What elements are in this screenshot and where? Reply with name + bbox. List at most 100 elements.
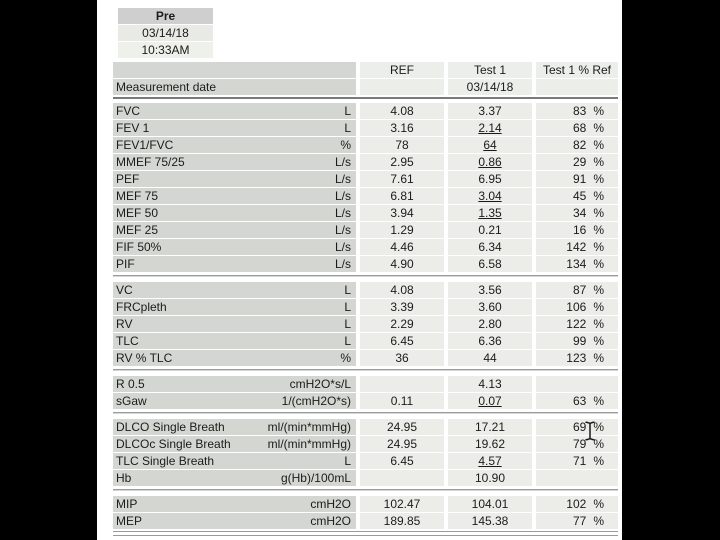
parameter-cell: MEF 50 L/s	[113, 205, 356, 221]
pct-ref-value: 142	[566, 240, 587, 254]
pct-ref-value: 77	[572, 514, 587, 528]
test1-value: 19.62	[448, 436, 532, 452]
ref-value: 3.94	[360, 205, 444, 221]
parameter-cell: FIF 50% L/s	[113, 239, 356, 255]
pct-ref-value: 16	[572, 223, 587, 237]
parameter-label: MEF 75	[116, 189, 159, 203]
ref-value: 2.29	[360, 316, 444, 332]
text-cursor-icon	[584, 421, 596, 441]
separator-line	[113, 275, 618, 277]
ref-value: 3.16	[360, 120, 444, 136]
parameter-cell: PEF L/s	[113, 171, 356, 187]
ref-value: 36	[360, 350, 444, 366]
parameter-label: MEF 50	[116, 206, 159, 220]
pct-ref-cell: 122 %	[536, 316, 618, 332]
parameter-cell: Hb g(Hb)/100mL	[113, 470, 356, 486]
pct-ref-value: 34	[572, 206, 587, 220]
percent-sign: %	[593, 351, 604, 365]
pct-ref-cell: 91 %	[536, 171, 618, 187]
parameter-cell: FEV 1 L	[113, 120, 356, 136]
resistance-block: R 0.5 cmH2O*s/L 4.13 sGaw 1/(cmH2O*s) 0.…	[113, 376, 618, 409]
percent-sign: %	[593, 206, 604, 220]
parameter-label: TLC	[116, 334, 139, 348]
parameter-label: MEP	[116, 514, 143, 528]
parameter-unit: L	[344, 104, 351, 118]
parameter-cell: RV % TLC %	[113, 350, 356, 366]
percent-sign: %	[593, 437, 604, 451]
separator-line	[113, 489, 618, 491]
test1-value: 6.34	[448, 239, 532, 255]
parameter-cell: FVC L	[113, 103, 356, 119]
parameter-unit: L/s	[334, 240, 351, 254]
parameter-label: R 0.5	[116, 377, 145, 391]
table-row: DLCOc Single Breath ml/(min*mmHg) 24.95 …	[113, 436, 618, 452]
parameter-label: FIF 50%	[116, 240, 162, 254]
table-row: FVC L 4.08 3.37 83 %	[113, 103, 618, 119]
table-row: MEP cmH2O 189.85 145.38 77 %	[113, 513, 618, 529]
table-row: Hb g(Hb)/100mL 10.90	[113, 470, 618, 486]
parameter-cell: DLCOc Single Breath ml/(min*mmHg)	[113, 436, 356, 452]
pct-ref-value: 122	[566, 317, 587, 331]
parameter-cell: MEF 75 L/s	[113, 188, 356, 204]
pre-panel-time: 10:33AM	[118, 42, 213, 58]
table-row: PIF L/s 4.90 6.58 134 %	[113, 256, 618, 272]
parameter-unit: 1/(cmH2O*s)	[281, 394, 351, 408]
pct-ref-cell: 68 %	[536, 120, 618, 136]
percent-sign: %	[593, 104, 604, 118]
table-row: MEF 50 L/s 3.94 1.35 34 %	[113, 205, 618, 221]
header-label-cell	[113, 62, 356, 78]
pct-ref-cell: 71 %	[536, 453, 618, 469]
pct-ref-value: 83	[572, 104, 587, 118]
test1-value: 3.56	[448, 282, 532, 298]
pct-ref-cell: 29 %	[536, 154, 618, 170]
ref-value: 24.95	[360, 419, 444, 435]
test1-value: 104.01	[448, 496, 532, 512]
ref-value: 6.45	[360, 333, 444, 349]
ref-value: 7.61	[360, 171, 444, 187]
pct-ref-cell: 82 %	[536, 137, 618, 153]
ref-value: 4.08	[360, 282, 444, 298]
percent-sign: %	[593, 257, 604, 271]
percent-sign: %	[593, 334, 604, 348]
percent-sign: %	[593, 283, 604, 297]
table-row: MEF 25 L/s 1.29 0.21 16 %	[113, 222, 618, 238]
separator-line	[113, 369, 618, 371]
parameter-cell: MEF 25 L/s	[113, 222, 356, 238]
pct-ref-cell: 45 %	[536, 188, 618, 204]
table-row: sGaw 1/(cmH2O*s) 0.11 0.07 63 %	[113, 393, 618, 409]
percent-sign: %	[593, 300, 604, 314]
column-header-ref: REF	[360, 62, 444, 78]
pct-ref-value: 45	[572, 189, 587, 203]
table-row: FRCpleth L 3.39 3.60 106 %	[113, 299, 618, 315]
parameter-label: MEF 25	[116, 223, 159, 237]
pct-ref-cell: 16 %	[536, 222, 618, 238]
diffusion-block: DLCO Single Breath ml/(min*mmHg) 24.95 1…	[113, 419, 618, 486]
table-row: MEF 75 L/s 6.81 3.04 45 %	[113, 188, 618, 204]
parameter-label: FVC	[116, 104, 140, 118]
parameter-unit: cmH2O	[310, 514, 351, 528]
parameter-label: PEF	[116, 172, 140, 186]
table-row: FEV1/FVC % 78 64 82 %	[113, 137, 618, 153]
pre-test-panel: Pre 03/14/18 10:33AM	[118, 8, 213, 59]
ref-value: 0.11	[360, 393, 444, 409]
percent-sign: %	[593, 420, 604, 434]
pre-panel-title: Pre	[118, 8, 213, 24]
measurement-date-label: Measurement date	[113, 79, 356, 95]
test1-value: 10.90	[448, 470, 532, 486]
test1-value: 2.80	[448, 316, 532, 332]
test1-value: 44	[448, 350, 532, 366]
table-row: RV % TLC % 36 44 123 %	[113, 350, 618, 366]
ref-value: 1.29	[360, 222, 444, 238]
parameter-cell: FEV1/FVC %	[113, 137, 356, 153]
test1-value: 145.38	[448, 513, 532, 529]
bottom-double-line	[113, 531, 618, 536]
table-row: R 0.5 cmH2O*s/L 4.13	[113, 376, 618, 392]
pct-ref-cell: 123 %	[536, 350, 618, 366]
table-row: DLCO Single Breath ml/(min*mmHg) 24.95 1…	[113, 419, 618, 435]
parameter-label: sGaw	[116, 394, 147, 408]
parameter-label: DLCO Single Breath	[116, 420, 225, 434]
parameter-label: FEV1/FVC	[116, 138, 174, 152]
parameter-unit: ml/(min*mmHg)	[267, 437, 351, 451]
test1-value: 17.21	[448, 419, 532, 435]
table-row: VC L 4.08 3.56 87 %	[113, 282, 618, 298]
